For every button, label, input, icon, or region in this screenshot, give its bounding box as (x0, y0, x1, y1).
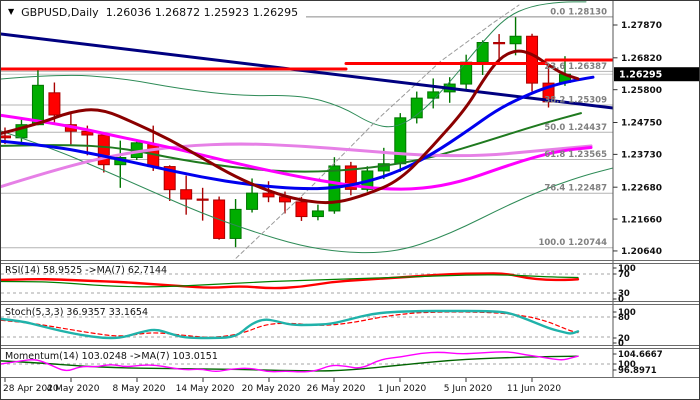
fib-label-61.8: 61.8 1.23565 (544, 150, 607, 160)
price-tick-label: 1.24750 (621, 119, 662, 129)
price-tick-label: 1.22680 (621, 183, 662, 193)
momentum-scale-label: 96.8971 (618, 366, 657, 376)
candle-body (1, 135, 11, 139)
momentum-scale-label: 100 (618, 360, 636, 370)
candle-body (344, 165, 357, 190)
ma-magenta (1, 113, 593, 191)
date-tick-label: 4 May 2020 (47, 384, 100, 394)
date-tick-label: 28 Apr 2020 (3, 384, 59, 394)
momentum-ma-line (1, 355, 579, 372)
momentum-scale-label: 104.6667 (618, 350, 663, 360)
candle-body (48, 92, 61, 116)
ma-blue (1, 75, 595, 191)
current-price-badge (614, 67, 699, 82)
chart-title-bar[interactable]: ▼ GBPUSD,Daily 1.26036 1.26872 1.25923 1… (1, 2, 307, 20)
rsi-ma-line (1, 274, 579, 288)
dropdown-caret-icon[interactable]: ▼ (8, 7, 15, 16)
candle-body (163, 166, 176, 191)
fib-label-38.2: 38.2 1.25309 (544, 96, 607, 106)
rsi-scale-label: 100 (618, 264, 636, 274)
ma-plum (1, 142, 593, 189)
trendline-navy (1, 32, 613, 110)
candle-body (97, 134, 110, 166)
ma-maroon (1, 49, 580, 205)
envelope-upper-line (1, 1, 587, 128)
rsi-scale-label: 0 (618, 295, 624, 305)
date-tick-label: 20 May 2020 (242, 384, 301, 394)
candle-body (31, 84, 44, 126)
ma-green (1, 112, 582, 173)
momentum-line (1, 351, 579, 373)
stoch-main-line (1, 309, 580, 340)
candle-body (476, 42, 489, 63)
stoch-panel-label: Stoch(5,3,3) 36.9357 33.1654 (5, 307, 149, 318)
main-chart-area: 0.0 1.28130 23.6 1.26387 38.2 1.25309 50.0 … (1, 1, 613, 260)
envelope-lower-line (1, 130, 613, 254)
momentum-panel-label: Momentum(14) 103.0248 ->MA(7) 103.0151 (5, 351, 218, 362)
price-tick-label: 1.27870 (621, 21, 662, 31)
candle-body (196, 198, 209, 201)
candle-body (311, 210, 324, 218)
candle-body (542, 82, 555, 103)
date-tick-label: 5 Jun 2020 (444, 384, 493, 394)
date-tick-label: 8 May 2020 (113, 384, 166, 394)
rsi-scale-label: 70 (618, 270, 630, 280)
symbol-period-label: GBPUSD,Daily (21, 5, 99, 19)
price-tick-label: 1.23730 (621, 151, 662, 161)
candle-body (262, 192, 275, 198)
candle-body (410, 97, 423, 119)
fib-label-23.6: 23.6 1.26387 (544, 62, 607, 72)
rsi-panel-label: RSI(14) 58.9525 ->MA(7) 62.7144 (5, 265, 168, 276)
price-tick-label: 1.21660 (621, 215, 662, 225)
date-tick-label: 26 May 2020 (307, 384, 366, 394)
price-tick-label: 1.25800 (621, 86, 662, 96)
fib-label-76.4: 76.4 1.22487 (544, 184, 607, 194)
stoch-panel (1, 309, 613, 340)
stoch-scale-label: 80 (618, 313, 630, 323)
fib-label-100.0: 100.0 1.20744 (538, 238, 607, 248)
candle-body (493, 42, 506, 45)
trendline-dashed (233, 4, 520, 260)
price-tick-label: 1.20640 (621, 247, 662, 257)
ohlc-quotes: 1.26036 1.26872 1.25923 1.26295 (105, 5, 299, 19)
stoch-scale-label: 100 (618, 308, 636, 318)
candle-body (427, 91, 440, 99)
rsi-panel (1, 272, 613, 294)
date-tick-label: 14 May 2020 (176, 384, 235, 394)
candle-body (509, 35, 522, 45)
candle-body (460, 61, 473, 85)
fib-label-50.0: 50.0 1.24437 (544, 123, 607, 133)
candle-body (180, 189, 193, 200)
momentum-panel (1, 351, 613, 373)
rsi-scale-label: 30 (618, 289, 630, 299)
current-price-badge-text: 1.26295 (619, 70, 662, 81)
price-tick-label: 1.26820 (621, 54, 662, 64)
candle-body (526, 35, 539, 84)
stoch-scale-label: 0 (618, 339, 624, 349)
candle-body (295, 201, 308, 218)
date-tick-label: 11 Jun 2020 (507, 384, 561, 394)
date-tick-label: 1 Jun 2020 (378, 384, 427, 394)
fib-label-0.0: 0.0 1.28130 (550, 7, 607, 17)
candle-body (246, 192, 259, 210)
stoch-scale-label: 20 (618, 334, 630, 344)
